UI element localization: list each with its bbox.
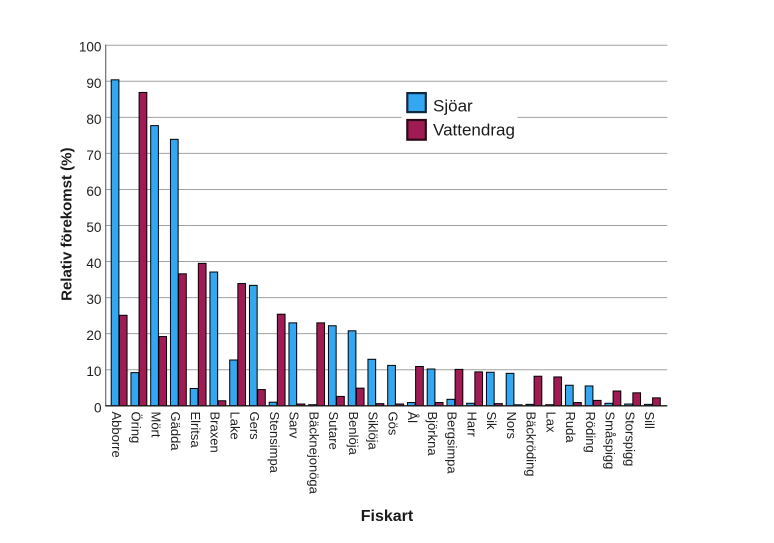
svg-text:90: 90 xyxy=(86,76,102,91)
svg-text:Nors: Nors xyxy=(504,412,519,440)
svg-text:Vattendrag: Vattendrag xyxy=(433,121,515,140)
svg-text:Abborre: Abborre xyxy=(109,412,124,458)
svg-text:Stensimpa: Stensimpa xyxy=(267,412,282,474)
svg-text:Gädda: Gädda xyxy=(168,412,183,452)
svg-text:Lax: Lax xyxy=(543,412,558,433)
svg-text:Storspigg: Storspigg xyxy=(622,412,637,467)
svg-text:Bergsimpa: Bergsimpa xyxy=(445,412,460,475)
svg-text:Sutare: Sutare xyxy=(326,412,341,450)
svg-text:Elritsa: Elritsa xyxy=(188,412,203,449)
svg-text:Relativ förekomst (%): Relativ förekomst (%) xyxy=(58,148,75,301)
svg-text:80: 80 xyxy=(86,112,102,127)
svg-text:50: 50 xyxy=(86,220,102,235)
svg-text:Sill: Sill xyxy=(642,412,657,429)
svg-text:Bäckröding: Bäckröding xyxy=(524,412,539,477)
svg-text:Braxen: Braxen xyxy=(208,412,223,453)
svg-text:Harr: Harr xyxy=(464,412,479,438)
svg-text:Sarv: Sarv xyxy=(287,412,302,439)
svg-text:Gers: Gers xyxy=(247,412,262,441)
svg-text:40: 40 xyxy=(86,256,102,271)
svg-text:Mört: Mört xyxy=(148,412,163,438)
svg-text:Fiskart: Fiskart xyxy=(361,508,414,525)
svg-text:30: 30 xyxy=(86,292,102,307)
svg-text:Björkna: Björkna xyxy=(425,412,440,457)
svg-text:Röding: Röding xyxy=(583,412,598,453)
svg-text:Öring: Öring xyxy=(129,412,144,444)
svg-text:70: 70 xyxy=(86,148,102,163)
svg-text:Sjöar: Sjöar xyxy=(433,96,473,115)
svg-text:Lake: Lake xyxy=(227,412,242,440)
svg-text:Ruda: Ruda xyxy=(563,412,578,444)
svg-text:60: 60 xyxy=(86,184,102,199)
svg-text:Småspigg: Småspigg xyxy=(603,412,618,470)
svg-text:Sik: Sik xyxy=(484,412,499,431)
svg-text:Gös: Gös xyxy=(385,412,400,436)
svg-text:20: 20 xyxy=(86,328,102,343)
svg-text:Benlöja: Benlöja xyxy=(346,412,361,456)
svg-text:Siklöja: Siklöja xyxy=(366,412,381,451)
svg-text:Ål: Ål xyxy=(405,412,420,424)
svg-text:0: 0 xyxy=(94,400,102,415)
svg-text:10: 10 xyxy=(86,364,102,379)
svg-text:Bäcknejonöga: Bäcknejonöga xyxy=(306,412,321,495)
svg-text:100: 100 xyxy=(79,40,102,55)
